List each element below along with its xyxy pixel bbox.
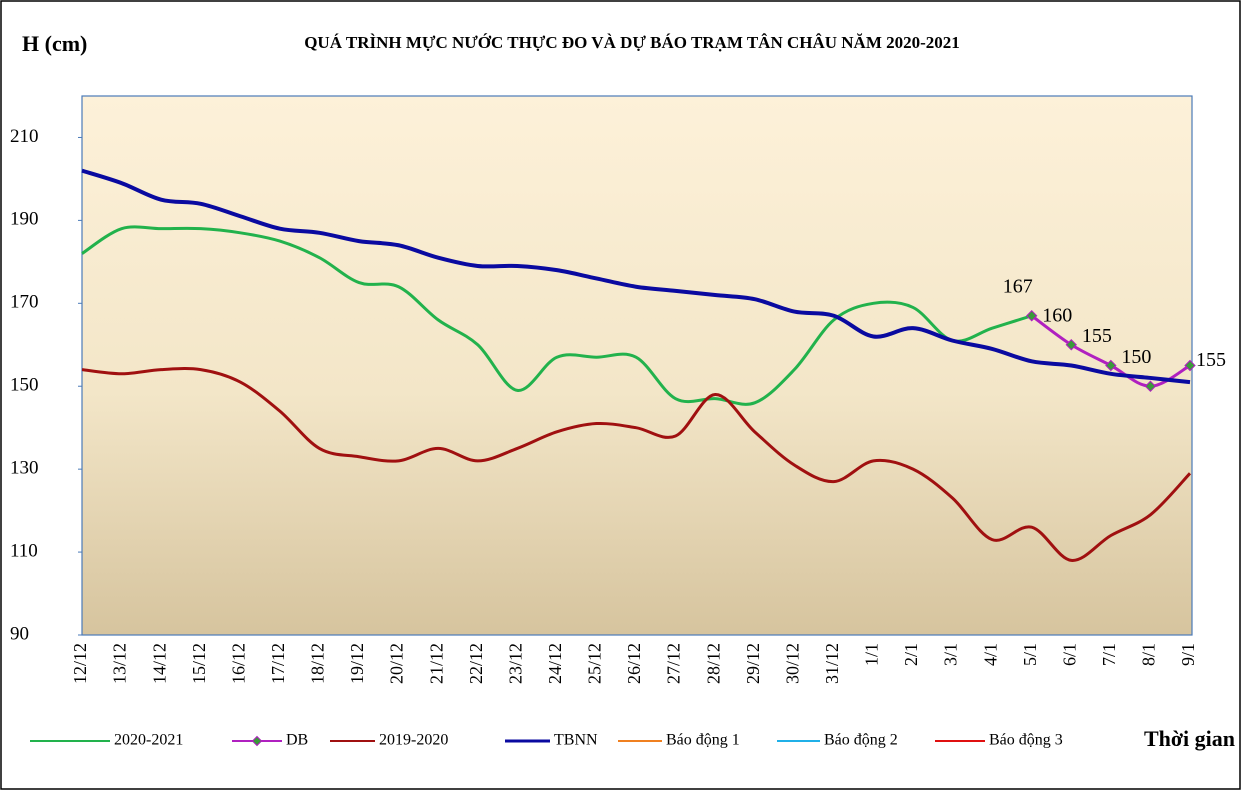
x-tick-label: 3/1 [941, 643, 961, 666]
series-line [81, 367, 1192, 562]
x-tick-label: 16/12 [228, 643, 248, 684]
x-tick-label: 29/12 [743, 643, 763, 684]
series-line [81, 225, 1033, 406]
legend-label: Báo động 1 [666, 732, 740, 749]
x-tick-label: 18/12 [308, 643, 328, 684]
x-tick-label: 20/12 [387, 643, 407, 684]
series-line [81, 168, 1191, 385]
x-tick-label: 2/1 [901, 643, 921, 666]
marker [1105, 359, 1117, 372]
data-label: 167 [1003, 275, 1033, 297]
x-tick-label: 31/12 [822, 643, 842, 684]
y-tick-label: 210 [10, 126, 39, 147]
x-tick-label: 13/12 [110, 643, 130, 684]
y-tick-label: 130 [10, 458, 39, 479]
legend-label: 2020-2021 [114, 732, 183, 749]
x-tick-label: 8/1 [1139, 643, 1159, 666]
x-tick-label: 7/1 [1099, 643, 1119, 666]
x-tick-label: 4/1 [980, 643, 1000, 666]
marker [1026, 310, 1038, 322]
y-tick-label: 150 [10, 375, 39, 396]
data-label: 155 [1082, 325, 1112, 347]
y-tick-label: 90 [10, 623, 29, 644]
y-tick-label: 170 [10, 292, 39, 313]
x-tick-label: 9/1 [1178, 643, 1198, 666]
x-axis-label: Thời gian [1144, 726, 1235, 751]
x-tick-label: 15/12 [189, 643, 209, 684]
x-tick-label: 1/1 [862, 643, 882, 666]
x-tick-label: 19/12 [347, 643, 367, 684]
x-tick-label: 12/12 [70, 643, 90, 684]
x-tick-label: 23/12 [505, 643, 525, 684]
y-tick-label: 190 [10, 209, 39, 230]
data-label: 150 [1121, 346, 1151, 368]
x-tick-label: 24/12 [545, 643, 565, 684]
legend-marker [251, 735, 263, 747]
legend-label: DB [286, 732, 308, 749]
x-tick-label: 28/12 [703, 643, 723, 684]
marker [1144, 380, 1157, 392]
x-tick-label: 5/1 [1020, 643, 1040, 666]
x-tick-label: 30/12 [782, 643, 802, 684]
x-tick-label: 17/12 [268, 643, 288, 684]
y-axis-label: H (cm) [22, 31, 87, 56]
legend-label: 2019-2020 [379, 732, 448, 749]
x-tick-label: 21/12 [426, 643, 446, 684]
data-label: 155 [1196, 349, 1226, 371]
y-tick-label: 110 [10, 540, 38, 561]
legend-label: Báo động 3 [989, 732, 1063, 749]
x-tick-label: 25/12 [585, 643, 605, 684]
x-tick-label: 14/12 [149, 643, 169, 684]
marker [1065, 339, 1077, 351]
x-tick-label: 22/12 [466, 643, 486, 684]
x-tick-label: 27/12 [664, 643, 684, 684]
x-tick-label: 26/12 [624, 643, 644, 684]
plot-area [81, 95, 1193, 636]
x-tick-label: 6/1 [1059, 643, 1079, 666]
legend-label: Báo động 2 [824, 732, 898, 749]
legend-label: TBNN [554, 732, 598, 749]
data-label: 160 [1042, 304, 1072, 326]
chart-title: QUÁ TRÌNH MỰC NƯỚC THỰC ĐO VÀ DỰ BÁO TRẠ… [304, 33, 960, 52]
marker [1184, 359, 1196, 372]
